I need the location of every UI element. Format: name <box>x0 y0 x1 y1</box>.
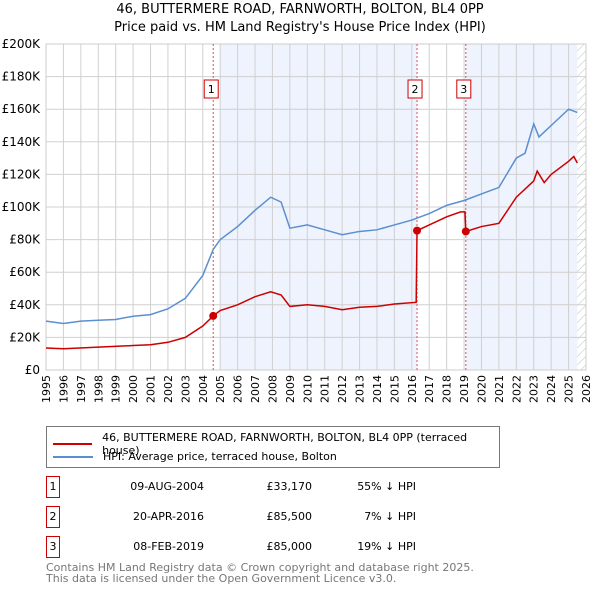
x-tick-label: 2021 <box>493 375 506 403</box>
legend-label-property: 46, BUTTERMERE ROAD, FARNWORTH, BOLTON, … <box>102 431 468 457</box>
x-tick-label: 2009 <box>284 375 297 403</box>
sale-hpi-diff: 19% ↓ HPI <box>357 540 416 553</box>
x-tick-label: 2014 <box>371 375 384 403</box>
x-tick-label: 1998 <box>92 375 105 403</box>
x-tick-label: 2018 <box>441 375 454 403</box>
x-tick-label: 2010 <box>301 375 314 403</box>
legend: 46, BUTTERMERE ROAD, FARNWORTH, BOLTON, … <box>46 426 500 468</box>
y-tick-label: £200K <box>2 37 42 51</box>
y-tick-label: £100K <box>2 200 42 214</box>
x-tick-label: 2019 <box>458 375 471 403</box>
x-tick-label: 2005 <box>214 375 227 403</box>
x-tick-label: 2008 <box>266 375 279 403</box>
y-tick-label: £80K <box>9 233 41 247</box>
sale-label-box <box>456 79 472 99</box>
sale-label: 2 <box>412 83 419 96</box>
x-tick-label: 2004 <box>197 375 210 403</box>
sale-hpi-diff: 55% ↓ HPI <box>357 480 416 493</box>
footer: Contains HM Land Registry data © Crown c… <box>46 562 474 584</box>
sale-row-3: 3 08-FEB-2019 £85,000 19% ↓ HPI <box>46 536 446 558</box>
y-tick-label: £120K <box>2 167 42 181</box>
sale-date: 09-AUG-2004 <box>130 480 204 493</box>
x-tick-label: 1995 <box>40 375 53 403</box>
sale-label: 1 <box>208 83 215 96</box>
legend-swatch-property <box>53 443 93 445</box>
sale-marker-3: 3 <box>46 536 60 558</box>
sale-label: 3 <box>460 83 467 96</box>
x-tick-label: 2023 <box>528 375 541 403</box>
sale-point <box>413 226 422 235</box>
x-tick-label: 2025 <box>563 375 576 403</box>
hpi-line <box>45 108 578 325</box>
price-chart: 1995 1996 1997 1998 1999 2000 2001 2002 2003 2004… <box>2 37 593 403</box>
y-tick-label: £20K <box>9 330 41 344</box>
sale-price: £33,170 <box>266 480 313 493</box>
x-tick-label: 2001 <box>145 375 158 403</box>
x-tick-label: 2016 <box>406 375 419 403</box>
sale-label-box <box>203 79 219 99</box>
sale-marker-1: 1 <box>46 476 60 498</box>
x-tick-label: 2000 <box>127 375 140 403</box>
x-tick-label: 2007 <box>249 375 262 403</box>
y-tick-label: £140K <box>2 135 42 149</box>
sale-point <box>209 311 218 320</box>
x-tick-label: 1997 <box>75 375 88 403</box>
x-tick-label: 2024 <box>545 375 558 403</box>
sale-date: 08-FEB-2019 <box>133 540 204 553</box>
sale-marker-2: 2 <box>46 506 60 528</box>
property-price-line <box>45 155 578 350</box>
x-tick-label: 1999 <box>110 375 123 403</box>
x-tick-label: 1996 <box>57 375 70 403</box>
y-tick-label: £180K <box>2 70 42 84</box>
y-tick-label: £160K <box>2 102 42 116</box>
sale-price: £85,500 <box>266 510 313 523</box>
x-tick-label: 2017 <box>423 375 436 403</box>
x-tick-label: 2011 <box>319 375 332 403</box>
x-tick-label: 2003 <box>179 375 192 403</box>
sale-row-1: 1 09-AUG-2004 £33,170 55% ↓ HPI <box>46 476 446 498</box>
x-tick-label: 2015 <box>388 375 401 403</box>
sale-row-2: 2 20-APR-2016 £85,500 7% ↓ HPI <box>46 506 446 528</box>
x-tick-label: 2012 <box>336 375 349 403</box>
x-tick-label: 2002 <box>162 375 175 403</box>
y-tick-label: £0 <box>25 363 40 377</box>
sale-date: 20-APR-2016 <box>132 510 204 523</box>
footer-line-1: Contains HM Land Registry data © Crown c… <box>46 561 474 574</box>
x-tick-label: 2026 <box>580 375 593 403</box>
y-tick-label: £60K <box>9 265 41 279</box>
y-tick-label: £40K <box>9 298 41 312</box>
legend-swatch-hpi <box>53 455 93 458</box>
chart-subtitle: Price paid vs. HM Land Registry's House … <box>114 20 486 35</box>
x-tick-label: 2020 <box>475 375 488 403</box>
sale-price: £85,000 <box>266 540 313 553</box>
sale-hpi-diff: 7% ↓ HPI <box>364 510 416 523</box>
plot-frame <box>45 43 587 371</box>
sale-label-box <box>407 79 423 99</box>
footer-line-2: This data is licensed under the Open Gov… <box>46 572 397 585</box>
chart-title: 46, BUTTERMERE ROAD, FARNWORTH, BOLTON, … <box>116 2 484 17</box>
sale-point <box>461 227 470 236</box>
x-tick-label: 2022 <box>510 375 523 403</box>
legend-label-hpi: HPI: Average price, terraced house, Bolt… <box>103 450 337 463</box>
x-tick-label: 2013 <box>354 375 367 403</box>
x-tick-label: 2006 <box>232 375 245 403</box>
